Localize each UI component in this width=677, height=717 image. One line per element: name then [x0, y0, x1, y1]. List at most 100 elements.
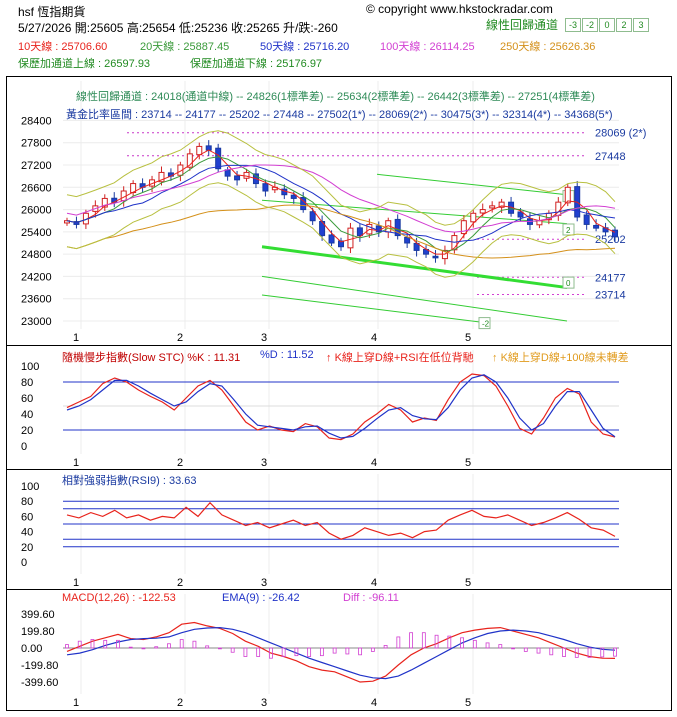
macd-panel: 1 2 3 4 5 399.60 199.80 0.00 -199.80 -399.60: [6, 589, 672, 711]
regression-button-3[interactable]: 3: [633, 18, 649, 32]
x-tick-label: 3: [261, 457, 267, 469]
x-tick-label: 1: [73, 457, 79, 469]
x-tick-label: 3: [261, 577, 267, 589]
series-line-0: [66, 373, 616, 441]
x-tick-label: 5: [465, 577, 471, 589]
close-value: 25265: [246, 21, 280, 35]
diff-bar: [65, 644, 69, 649]
ma100-line: [66, 164, 616, 233]
ma10-line: [66, 149, 616, 255]
diff-bar: [383, 645, 388, 649]
x-tick-label: 5: [465, 457, 471, 469]
fib-level-label: 23714: [595, 289, 626, 301]
ma250-text: 250天線 : 25626.36: [500, 41, 596, 53]
diff-bar: [218, 647, 222, 650]
high-value: 25654: [142, 21, 176, 35]
stc-note-2: ↑ K線上穿D線+100線未轉差: [492, 352, 629, 364]
diff-bar: [511, 647, 515, 650]
diff-bar: [77, 640, 82, 649]
channel-tag-box: [562, 276, 575, 289]
regression-button-2[interactable]: 2: [616, 18, 632, 32]
price-y-tick: 26600: [21, 182, 52, 194]
regression-buttons: -3 -2 0 2 3: [564, 18, 649, 32]
bollinger-upper-text: 保歷加通道上線 : 26597.93: [18, 58, 151, 70]
quote-line: 5/27/2026 開:25605 高:25654 低:25236 收:2526…: [18, 21, 338, 35]
x-tick-label: 4: [371, 457, 377, 469]
diff-bar: [396, 636, 401, 649]
stc-panel: 1 2 3 4 5 100 80 60 40 20 0: [6, 345, 672, 471]
diff-bar: [243, 647, 248, 657]
diff-bar: [472, 639, 477, 649]
orange-up-arrow-icon: ↑: [492, 352, 498, 364]
x-tick-label: 1: [73, 332, 79, 344]
ma50-text: 50天線 : 25716.20: [260, 41, 350, 53]
regression-channel-line: [376, 173, 568, 196]
candle-body: [432, 255, 439, 259]
regression-channel-line: [261, 275, 568, 322]
y-tick-label: -399.60: [21, 677, 58, 689]
candle-body: [517, 211, 524, 218]
candle-body: [612, 229, 618, 238]
regression-button-0[interactable]: 0: [599, 18, 615, 32]
price-y-tick: 25400: [21, 227, 52, 239]
series-line-0: [66, 501, 616, 540]
open-label: 開: [74, 21, 87, 35]
diff-bar: [574, 647, 579, 658]
candle-body: [262, 183, 269, 192]
candle-body: [564, 186, 571, 204]
price-y-tick: 27800: [21, 138, 52, 150]
regression-channel-line: [261, 294, 488, 324]
price-y-tick: 24800: [21, 249, 52, 261]
diff-bar: [562, 647, 566, 657]
diff-bar: [460, 637, 464, 649]
y-tick-label: 0: [21, 557, 27, 569]
candle-body: [234, 175, 241, 181]
price-chart: 28400 27800 27200 26600 26000 25400 24800 24200…: [21, 81, 646, 344]
stc-chart: 1 2 3 4 5 100 80 60 40 20 0: [21, 350, 619, 469]
candle-body: [328, 234, 335, 244]
ema-text: EMA(9) : -26.42: [222, 592, 300, 604]
y-tick-label: 399.60: [21, 609, 55, 621]
rsi-chart: 1 2 3 4 5 100 80 60 40 20 0: [21, 474, 619, 589]
regression-label: 線性回歸通道: [486, 18, 559, 32]
candle-body: [498, 201, 505, 208]
diff-bar: [485, 642, 490, 649]
stc-d-text: %D : 11.52: [260, 349, 314, 361]
diff-bar: [269, 647, 273, 659]
fib-level-label: 24177: [595, 272, 626, 284]
x-tick-label: 4: [371, 332, 377, 344]
x-tick-label: 2: [177, 457, 183, 469]
candle-body: [224, 169, 231, 177]
diff-bar: [90, 639, 95, 649]
diff-bar: [332, 647, 337, 654]
change-value: -260: [313, 21, 338, 35]
y-tick-label: 199.80: [21, 626, 55, 638]
fib-level-label: 27448: [595, 151, 626, 163]
ma250-line: [66, 204, 616, 259]
open-value: 25605: [90, 21, 124, 35]
diff-bar: [613, 647, 617, 657]
regression-button-minus3[interactable]: -3: [565, 18, 581, 32]
golden-ratio-text: 黃金比率區間 : 23714 -- 24177 -- 25202 -- 2744…: [66, 109, 613, 121]
diff-bar: [141, 647, 146, 650]
x-tick-label: 2: [177, 697, 183, 709]
candle-body: [583, 214, 590, 225]
close-label: 收: [230, 21, 243, 35]
price-y-tick: 24200: [21, 271, 52, 283]
y-tick-label: 20: [21, 425, 33, 437]
candle-body: [460, 220, 467, 235]
series-line-1: [66, 626, 616, 680]
price-y-tick: 23600: [21, 294, 52, 306]
channel-tag-label: 2: [566, 226, 571, 235]
y-tick-label: 0.00: [21, 643, 42, 655]
price-y-tick: 27200: [21, 160, 52, 172]
bollinger-lower-line: [66, 182, 616, 278]
diff-bar: [319, 647, 324, 657]
candle-body: [394, 218, 401, 237]
channel-tag-label: -2: [482, 320, 490, 329]
ma20-text: 20天線 : 25887.45: [140, 41, 230, 53]
diff-bar: [421, 632, 426, 649]
x-tick-label: 3: [261, 332, 267, 344]
y-tick-label: 20: [21, 542, 33, 554]
regression-button-minus2[interactable]: -2: [582, 18, 598, 32]
